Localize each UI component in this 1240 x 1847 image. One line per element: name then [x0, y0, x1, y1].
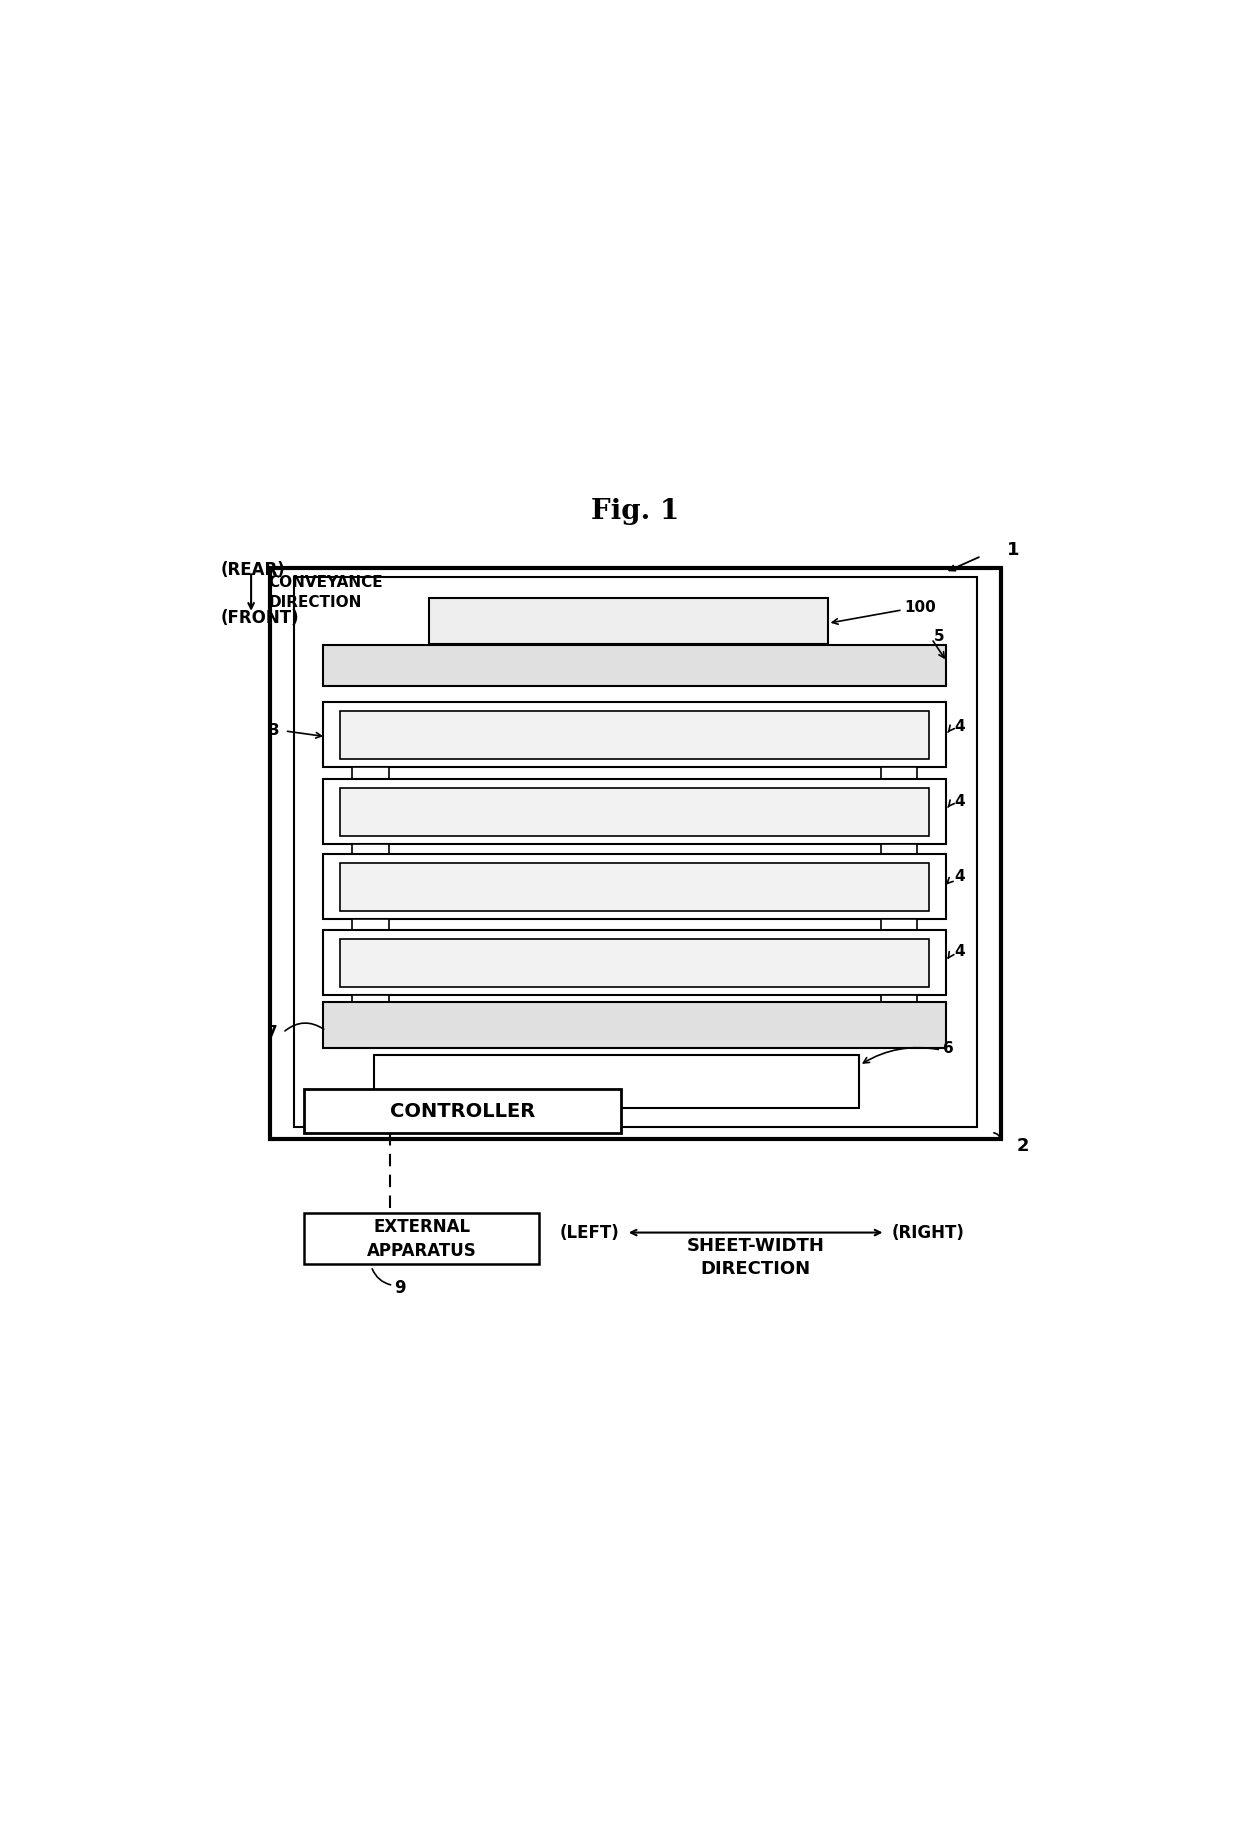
- Text: CONVEYANCE
DIRECTION: CONVEYANCE DIRECTION: [268, 574, 383, 610]
- Text: Fig. 1: Fig. 1: [591, 499, 680, 525]
- Bar: [352, 768, 388, 783]
- Text: SHEET-WIDTH
DIRECTION: SHEET-WIDTH DIRECTION: [687, 1237, 825, 1278]
- Bar: [352, 996, 388, 1010]
- Bar: [304, 1090, 621, 1132]
- Bar: [429, 598, 828, 645]
- Text: 4: 4: [955, 718, 965, 733]
- Bar: [341, 711, 929, 759]
- Bar: [341, 863, 929, 911]
- Bar: [294, 576, 977, 1127]
- Bar: [374, 1055, 859, 1108]
- Text: (RIGHT): (RIGHT): [892, 1223, 965, 1241]
- Text: 1: 1: [1007, 541, 1021, 560]
- Text: (LEFT): (LEFT): [559, 1223, 619, 1241]
- Bar: [270, 567, 1001, 1140]
- Bar: [324, 645, 946, 685]
- Bar: [341, 938, 929, 986]
- Text: 4: 4: [955, 944, 965, 959]
- Bar: [352, 920, 388, 935]
- Text: 2: 2: [1017, 1138, 1029, 1154]
- Bar: [352, 844, 388, 859]
- Bar: [880, 844, 918, 859]
- Bar: [324, 779, 946, 844]
- Text: 6: 6: [942, 1040, 954, 1055]
- Text: 7: 7: [268, 1025, 278, 1040]
- Bar: [324, 702, 946, 768]
- Text: 100: 100: [905, 600, 936, 615]
- Text: CONTROLLER: CONTROLLER: [389, 1101, 536, 1121]
- Text: 3: 3: [269, 724, 280, 739]
- Text: 4: 4: [955, 794, 965, 809]
- Bar: [324, 929, 946, 996]
- Bar: [324, 853, 946, 920]
- Text: (FRONT): (FRONT): [221, 610, 299, 628]
- Text: 4: 4: [955, 870, 965, 885]
- Text: EXTERNAL
APPARATUS: EXTERNAL APPARATUS: [367, 1217, 476, 1260]
- Text: 9: 9: [394, 1280, 405, 1297]
- Bar: [880, 996, 918, 1010]
- Bar: [341, 787, 929, 835]
- Text: 5: 5: [934, 630, 944, 645]
- Bar: [304, 1213, 539, 1265]
- Bar: [880, 768, 918, 783]
- Bar: [324, 1001, 946, 1047]
- Bar: [880, 920, 918, 935]
- Text: (REAR): (REAR): [221, 561, 285, 580]
